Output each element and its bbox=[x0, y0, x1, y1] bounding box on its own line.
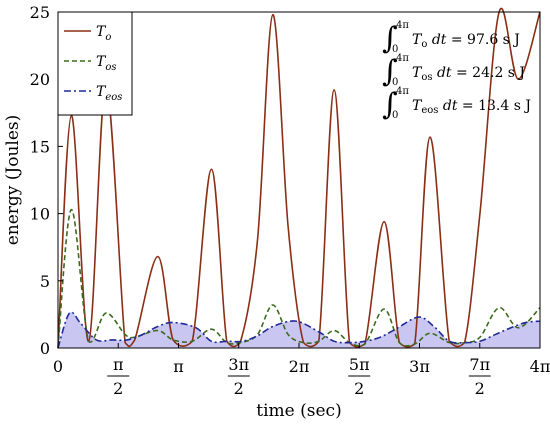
y-tick-label: 15 bbox=[30, 137, 50, 156]
integral-lower-limit: 0 bbox=[392, 77, 398, 88]
x-tick-label: 2 bbox=[354, 379, 364, 398]
integral-expression: Tos dt = 24.2 s J bbox=[412, 65, 525, 83]
x-tick-label: 3π bbox=[409, 357, 430, 376]
y-tick-label: 25 bbox=[30, 3, 50, 22]
legend-label-os: Tos bbox=[96, 54, 117, 73]
legend-box bbox=[57, 11, 133, 116]
legend: To Tos Teos bbox=[57, 11, 133, 116]
integral-upper-limit: 4π bbox=[396, 20, 409, 31]
x-tick-label: π bbox=[113, 355, 124, 374]
x-tick-label: 7π bbox=[469, 355, 490, 374]
y-axis-label: energy (Joules) bbox=[3, 115, 23, 246]
x-tick-label: 5π bbox=[349, 355, 370, 374]
integral-sign: ∫ bbox=[382, 21, 398, 56]
line-eos bbox=[57, 311, 541, 349]
area-eos bbox=[58, 312, 540, 348]
integral-sign: ∫ bbox=[382, 87, 398, 122]
x-tick-label: 3π bbox=[228, 355, 249, 374]
line-o bbox=[57, 7, 541, 349]
y-tick-label: 5 bbox=[40, 272, 50, 291]
integral-sign: ∫ bbox=[382, 54, 398, 89]
integral-upper-limit: 4π bbox=[396, 86, 409, 97]
integral-expression: To dt = 97.6 s J bbox=[412, 32, 520, 50]
x-tick-label: 2 bbox=[475, 379, 485, 398]
y-tick-label: 0 bbox=[40, 339, 50, 358]
x-tick-label: 2π bbox=[289, 357, 310, 376]
y-tick-label: 20 bbox=[30, 70, 50, 89]
x-tick-label: 2 bbox=[113, 379, 123, 398]
x-tick-label: 0 bbox=[53, 357, 63, 376]
series-lines bbox=[57, 7, 541, 349]
x-tick-label: 4π bbox=[530, 357, 550, 376]
integral-lower-limit: 0 bbox=[392, 110, 398, 121]
integral-expression: Teos dt = 13.4 s J bbox=[412, 98, 531, 116]
y-tick-label: 10 bbox=[30, 205, 50, 224]
integral-upper-limit: 4π bbox=[396, 53, 409, 64]
y-axis-ticks: 0 5 10 15 20 25 bbox=[30, 3, 63, 358]
legend-label-o: To bbox=[96, 24, 111, 43]
area-fills bbox=[58, 312, 540, 348]
line-os bbox=[57, 208, 541, 349]
x-axis-label: time (sec) bbox=[256, 401, 341, 421]
x-tick-label: π bbox=[173, 357, 184, 376]
integral-lower-limit: 0 bbox=[392, 44, 398, 55]
x-tick-label: 2 bbox=[234, 379, 244, 398]
legend-label-eos: Teos bbox=[96, 84, 122, 103]
